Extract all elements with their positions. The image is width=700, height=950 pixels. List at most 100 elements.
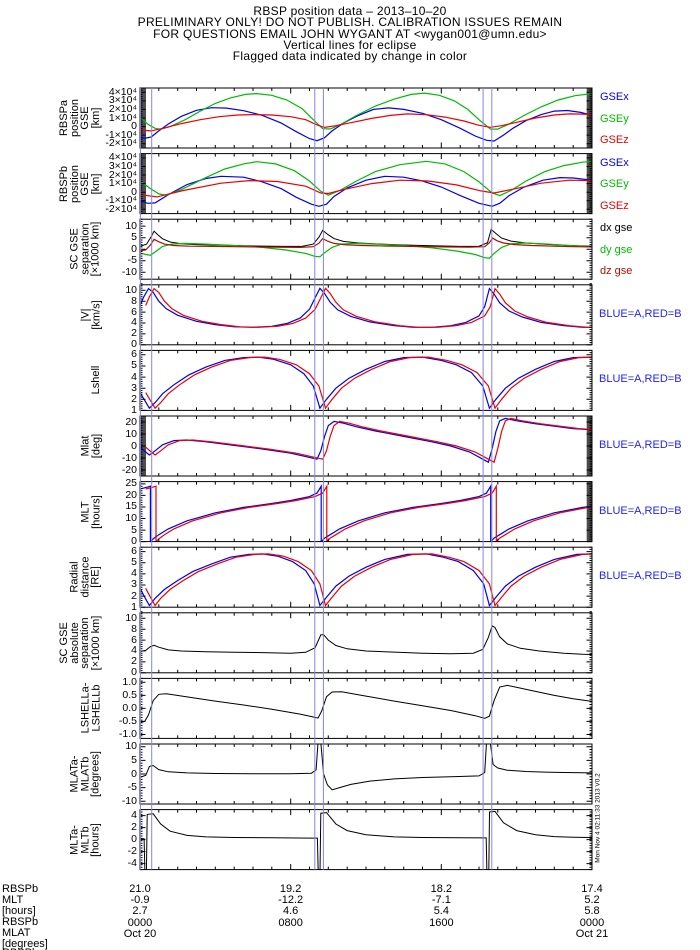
lshell-legend: BLUE=A,RED=B	[599, 373, 682, 386]
bottom-axis-label-5: MLAT	[2, 927, 31, 939]
bottom-axis-value-col2-row3: 4.6	[282, 905, 299, 918]
rbspa-position-gse-ytick-label: 2×10⁴	[108, 102, 137, 115]
velocity-magnitude-ytick-label: 10	[125, 283, 137, 296]
bottom-axis-label-2: MLT	[2, 894, 24, 906]
rbspb-position-gse-legend-3: GSEz	[600, 199, 629, 212]
lshell-difference-ytick-label: 0.0	[122, 701, 137, 714]
sc-gse-absolute-separation-series-|dr|	[140, 625, 592, 655]
sc-gse-absolute-separation-ytick-label: 8	[131, 622, 137, 635]
mlat-ytick-label: -10	[121, 451, 137, 464]
bottom-axis-value-col1-row5: Oct 20	[123, 927, 157, 940]
velocity-magnitude-ytick-label: 6	[131, 305, 137, 318]
bottom-axis-label-4: RBSPb	[2, 916, 39, 928]
lshell-difference-ytick-label: -1.0	[118, 727, 137, 740]
rbspb-position-gse-ytick-label: 1×10⁴	[108, 177, 137, 190]
sc-gse-separation-ytick-label: 5	[131, 231, 137, 244]
lshell-difference-ytick-label: 1.0	[122, 675, 137, 688]
axis-ticks	[139, 677, 593, 739]
radial-distance-legend: BLUE=A,RED=B	[599, 570, 682, 583]
sc-gse-separation-axis-title: SC GSE separation [×1000 km]	[68, 221, 102, 277]
mlt-ytick-label: 0	[131, 535, 137, 548]
bottom-axis-value-col4-row4: 0000	[579, 916, 605, 929]
rbspa-position-gse-series-GSEz	[140, 113, 592, 132]
rbspa-position-gse-legend-1: GSEx	[600, 91, 629, 103]
bottom-axis-value-col2-row4: 0800	[278, 916, 303, 929]
sc-gse-absolute-separation-ytick-label: 2	[131, 655, 137, 668]
mlt-ytick-label: 5	[131, 523, 137, 536]
rbspb-position-gse-legend-2: GSEy	[600, 178, 629, 191]
sc-gse-separation-ytick-label: -10	[121, 265, 137, 278]
rbspb-position-gse-ytick-label: 3×10⁴	[108, 159, 137, 172]
mlt-axis-title: MLT [hours]	[79, 494, 102, 529]
radial-distance-axis-title: Radial distance [RE]	[68, 556, 102, 598]
sc-gse-separation-ytick-label: 0	[131, 242, 137, 255]
sc-gse-separation-ytick-label: 10	[125, 219, 137, 232]
panel-frame	[139, 546, 593, 608]
mlt-difference-ytick-label: -2	[127, 845, 137, 858]
rbspa-position-gse-ytick-label: -1×10⁴	[105, 128, 137, 141]
mlt-difference-axis-title: MLTa- MLTb [hours]	[68, 822, 102, 857]
mlt-difference-ytick-label: 0	[131, 833, 137, 846]
velocity-magnitude-series-B	[145, 287, 592, 328]
rbspb-position-gse-ytick-label: 4×10⁴	[108, 151, 137, 164]
axis-ticks	[139, 349, 593, 411]
axis-ticks	[139, 809, 593, 871]
rbspa-position-gse-axis-title: RBSPa position GSE [km]	[58, 99, 102, 137]
bottom-axis-value-col1-row4: 0000	[127, 916, 153, 929]
bottom-axis-value-col4-row5: Oct 21	[575, 927, 609, 940]
mlt-ytick-label: 10	[125, 512, 137, 525]
lshell-difference-ytick-label: -0.5	[118, 714, 137, 727]
lshell-ytick-label: 1	[131, 403, 137, 416]
sc-gse-absolute-separation-ytick-label: 6	[131, 633, 137, 646]
mlat-difference-ytick-label: 0	[131, 767, 137, 780]
velocity-magnitude-ytick-label: 8	[131, 294, 137, 307]
bottom-axis-label-1: RBSPb	[2, 883, 39, 895]
sc-gse-absolute-separation-axis-title: SC GSE absolute separation [×1000 km]	[58, 615, 102, 671]
lshell-difference-ytick-label: 0.5	[122, 688, 137, 701]
lshell-ytick-label: 2	[131, 392, 137, 405]
mlat-axis-title: Mlat [deg]	[79, 433, 102, 459]
sc-gse-absolute-separation-ytick-label: 4	[131, 644, 137, 657]
rbspa-position-gse-series-GSEy	[140, 92, 592, 130]
lshell-ytick-label: 6	[131, 348, 137, 361]
plot-timestamp: Mon Nov 4 02:11:33 2013 V0.2	[594, 773, 602, 863]
lshell-series-A	[140, 356, 592, 410]
velocity-magnitude-ytick-label: 0	[131, 338, 137, 351]
sc-gse-separation-series-dz gse	[140, 237, 592, 252]
rbspa-position-gse-ytick-label: 3×10⁴	[108, 94, 137, 107]
bottom-axis-label-6: [degrees]	[2, 938, 48, 950]
radial-distance-ytick-label: 5	[131, 556, 137, 569]
subtitle-eclipse-note: Vertical lines for eclipse	[283, 37, 417, 52]
axis-ticks	[139, 546, 593, 608]
subtitle-warning: PRELIMINARY ONLY! DO NOT PUBLISH. CALIBR…	[137, 15, 563, 30]
lshell-axis-title: Lshell	[89, 366, 102, 395]
radial-distance-ytick-label: 4	[131, 567, 137, 580]
axis-ticks	[139, 743, 593, 805]
panel-frame	[139, 612, 593, 674]
title-block: RBSP position data – 2013–10–20 PRELIMIN…	[0, 4, 700, 64]
panel-frame	[139, 677, 593, 739]
bottom-axis-value-col3-row4: 1600	[429, 916, 454, 929]
page-title: RBSP position data – 2013–10–20	[253, 4, 447, 18]
lshell-difference-axis-title: LSHELLa- LSHELLb	[79, 683, 102, 734]
panel-frame	[139, 809, 593, 871]
subtitle-flag-note: Flagged data indicated by change in colo…	[232, 49, 468, 64]
axis-ticks	[139, 218, 593, 280]
panel-frame	[139, 481, 593, 543]
sc-gse-separation-series-dx gse	[140, 228, 592, 247]
radial-distance-series-A	[140, 553, 592, 607]
sc-gse-separation-legend-1: dx gse	[600, 222, 633, 235]
bottom-axis-value-col2-row2: -12.2	[278, 894, 304, 907]
mlat-difference-ytick-label: -10	[121, 794, 137, 807]
mlat-difference-ytick-label: -5	[127, 781, 137, 794]
axis-ticks	[139, 481, 593, 543]
panel-frame	[139, 349, 593, 411]
bottom-axis-value-col2-row1: 19.2	[279, 883, 302, 895]
velocity-magnitude-ytick-label: 4	[131, 316, 137, 329]
panel-frame	[139, 743, 593, 805]
lshell-ytick-label: 5	[131, 359, 137, 372]
rbspa-position-gse-legend-2: GSEy	[600, 112, 629, 125]
bottom-axis-value-col4-row1: 17.4	[581, 883, 603, 895]
